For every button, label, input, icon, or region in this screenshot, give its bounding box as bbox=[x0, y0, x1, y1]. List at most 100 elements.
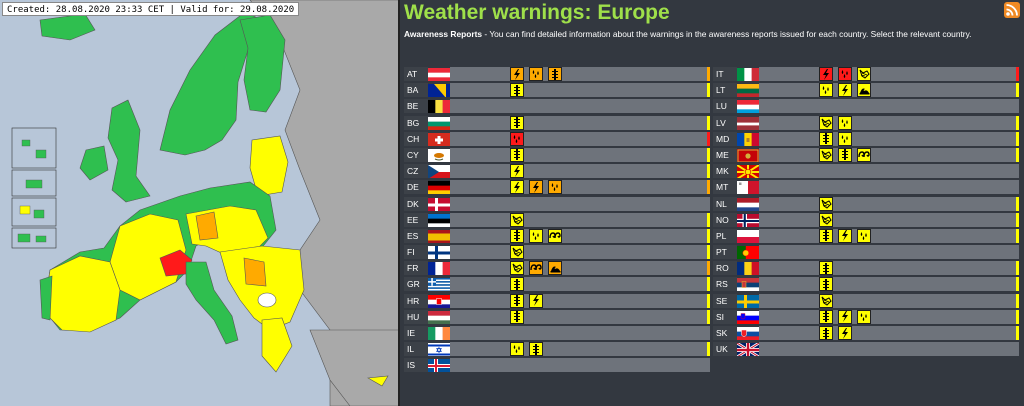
rain-warning-icon[interactable] bbox=[857, 309, 871, 324]
warning-bar[interactable] bbox=[759, 261, 1019, 276]
warning-bar[interactable] bbox=[450, 196, 710, 211]
country-row-mt[interactable]: MT bbox=[713, 180, 1019, 196]
flood-warning-icon[interactable] bbox=[510, 277, 524, 292]
country-code[interactable]: DE bbox=[404, 180, 428, 195]
rain-warning-icon[interactable] bbox=[838, 115, 852, 130]
country-row-lv[interactable]: LV bbox=[713, 115, 1019, 132]
flag-ie-icon[interactable] bbox=[428, 326, 450, 340]
country-row-pt[interactable]: PT bbox=[713, 245, 1019, 261]
country-row-ie[interactable]: IE bbox=[404, 326, 710, 342]
flag-lt-icon[interactable] bbox=[737, 83, 759, 98]
country-code[interactable]: NL bbox=[713, 196, 737, 211]
flood-warning-icon[interactable] bbox=[510, 309, 524, 324]
flag-dk-icon[interactable] bbox=[428, 197, 450, 211]
country-code[interactable]: FR bbox=[404, 261, 428, 276]
country-row-se[interactable]: SE bbox=[713, 293, 1019, 310]
warning-bar[interactable] bbox=[450, 131, 710, 146]
flood-warning-icon[interactable] bbox=[819, 261, 833, 276]
thunderstorm-warning-icon[interactable] bbox=[510, 180, 524, 195]
country-code[interactable]: EE bbox=[404, 212, 428, 227]
country-row-no[interactable]: NO bbox=[713, 212, 1019, 229]
country-row-hu[interactable]: HU bbox=[404, 309, 710, 326]
flag-mt-icon[interactable] bbox=[737, 180, 759, 195]
flag-rs-icon[interactable] bbox=[737, 277, 759, 292]
country-row-cz[interactable]: CZ bbox=[404, 164, 710, 180]
flag-nl-icon[interactable] bbox=[737, 197, 759, 211]
flag-ba-icon[interactable] bbox=[428, 83, 450, 98]
country-code[interactable]: HR bbox=[404, 293, 428, 308]
thunderstorm-warning-icon[interactable] bbox=[529, 180, 543, 195]
thunderstorm-warning-icon[interactable] bbox=[838, 326, 852, 340]
warning-bar[interactable] bbox=[759, 115, 1019, 130]
wind-warning-icon[interactable] bbox=[819, 196, 833, 211]
coastal-warning-icon[interactable] bbox=[529, 261, 543, 276]
flag-fr-icon[interactable] bbox=[428, 261, 450, 276]
flag-it-icon[interactable] bbox=[737, 67, 759, 81]
country-row-cy[interactable]: CY bbox=[404, 147, 710, 164]
country-row-fi[interactable]: FI bbox=[404, 245, 710, 261]
country-row-lt[interactable]: LT bbox=[713, 83, 1019, 99]
country-code[interactable]: MT bbox=[713, 180, 737, 195]
warning-bar[interactable] bbox=[450, 67, 710, 81]
warning-bar[interactable] bbox=[759, 293, 1019, 308]
country-code[interactable]: BA bbox=[404, 83, 428, 98]
flood-warning-icon[interactable] bbox=[819, 228, 833, 243]
warning-bar[interactable] bbox=[450, 326, 710, 340]
country-code[interactable]: NO bbox=[713, 212, 737, 227]
country-code[interactable]: SK bbox=[713, 326, 737, 340]
rain-warning-icon[interactable] bbox=[529, 228, 543, 243]
flag-fi-icon[interactable] bbox=[428, 245, 450, 260]
warning-bar[interactable] bbox=[759, 277, 1019, 292]
thunderstorm-warning-icon[interactable] bbox=[510, 164, 524, 179]
country-code[interactable]: FI bbox=[404, 245, 428, 260]
warning-bar[interactable] bbox=[759, 309, 1019, 324]
warning-bar[interactable] bbox=[450, 245, 710, 260]
flag-lv-icon[interactable] bbox=[737, 116, 759, 130]
coastal-warning-icon[interactable] bbox=[857, 147, 871, 162]
flag-hu-icon[interactable] bbox=[428, 310, 450, 324]
flag-at-icon[interactable] bbox=[428, 67, 450, 81]
thunderstorm-warning-icon[interactable] bbox=[529, 293, 543, 308]
country-row-de[interactable]: DE bbox=[404, 180, 710, 196]
thunderstorm-warning-icon[interactable] bbox=[838, 228, 852, 243]
wind-warning-icon[interactable] bbox=[819, 147, 833, 162]
warning-bar[interactable] bbox=[759, 212, 1019, 227]
country-code[interactable]: IE bbox=[404, 326, 428, 340]
country-code[interactable]: LU bbox=[713, 99, 737, 114]
flag-md-icon[interactable] bbox=[737, 132, 759, 146]
country-row-il[interactable]: IL bbox=[404, 342, 710, 358]
wind-warning-icon[interactable] bbox=[857, 67, 871, 81]
rain-warning-icon[interactable] bbox=[838, 67, 852, 81]
country-code[interactable]: CY bbox=[404, 147, 428, 162]
country-code[interactable]: BE bbox=[404, 99, 428, 114]
warning-bar[interactable] bbox=[759, 196, 1019, 211]
country-code[interactable]: LT bbox=[713, 83, 737, 98]
flood-warning-icon[interactable] bbox=[510, 147, 524, 162]
flag-no-icon[interactable] bbox=[737, 213, 759, 227]
warning-bar[interactable] bbox=[450, 99, 710, 114]
waves-warning-icon[interactable] bbox=[548, 261, 562, 276]
warning-bar[interactable] bbox=[450, 228, 710, 243]
country-row-ro[interactable]: RO bbox=[713, 261, 1019, 277]
country-row-ee[interactable]: EE bbox=[404, 212, 710, 229]
country-code[interactable]: PT bbox=[713, 245, 737, 260]
country-row-be[interactable]: BE bbox=[404, 99, 710, 115]
rain-warning-icon[interactable] bbox=[857, 228, 871, 243]
country-row-fr[interactable]: FR bbox=[404, 261, 710, 277]
warning-bar[interactable] bbox=[450, 212, 710, 227]
flag-me-icon[interactable] bbox=[737, 148, 759, 162]
flag-pl-icon[interactable] bbox=[737, 229, 759, 243]
country-row-rs[interactable]: RS bbox=[713, 277, 1019, 293]
flood-warning-icon[interactable] bbox=[548, 67, 562, 81]
wind-warning-icon[interactable] bbox=[819, 115, 833, 130]
warning-bar[interactable] bbox=[759, 180, 1019, 195]
warning-bar[interactable] bbox=[450, 261, 710, 276]
country-row-uk[interactable]: UK bbox=[713, 342, 1019, 358]
flag-is-icon[interactable] bbox=[428, 358, 450, 373]
country-row-is[interactable]: IS bbox=[404, 358, 710, 374]
country-row-gr[interactable]: GR bbox=[404, 277, 710, 293]
warning-bar[interactable] bbox=[450, 358, 710, 373]
country-code[interactable]: PL bbox=[713, 228, 737, 243]
country-code[interactable]: GR bbox=[404, 277, 428, 292]
country-row-lu[interactable]: LU bbox=[713, 99, 1019, 115]
